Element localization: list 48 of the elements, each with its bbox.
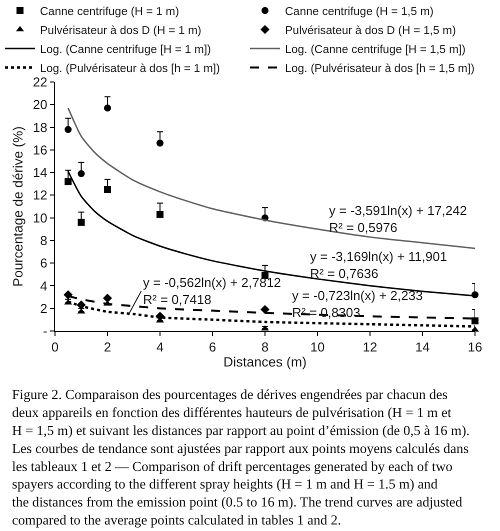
legend-label: Log. (Canne centrifuge [H = 1 m]) [40,44,212,56]
point [156,210,164,218]
legend-label: Canne centrifuge (H = 1,5 m) [285,6,434,18]
point [472,317,478,324]
annotation: y = -3,591ln(x) + 17,242 R² = 0,5976 [329,203,468,235]
x-tick-label: 0 [51,340,59,355]
point [104,186,111,194]
y-tick-label: - [43,324,48,339]
point [156,140,164,147]
x-tick-label: 6 [208,340,216,355]
legend-label: Pulvérisateur à dos D (H = 1,5 m) [285,24,456,37]
caption: Figure 2. Comparaison des pourcentages de dérives engendrées par chacun des deux appareils en fonction des différentes hauteurs de pulvérisation (H = 1 m et H = 1,5 m) et suivant les distances par rapport au point d’émission (de 0,5 à 16 m). Les courbes de tendance sont ajustées par rapport aux points moyens calculés dans les tableaux 1 et 2 — Comparison of drift percentages generated by each of two spayers according to the different spray heights (H = 1 m and H = 1.5 m) and the distances from the emission point (0.5 to 16 m). The trend curves are adjusted compared to the average points calculated in tables 1 and 2. [12,387,470,528]
x-tick-label: 12 [362,340,378,355]
legend-label: Log. (Canne centrifuge [H = 1,5 m]) [285,44,466,56]
point [64,126,72,134]
x-tick-label: 14 [415,340,430,355]
point [64,178,72,186]
legend-label: Pulvérisateur à dos D (H = 1 m) [40,24,202,37]
y-tick-label: 2 [40,300,48,316]
y-tick-label: 12 [32,188,48,203]
annotation: y = -0,562ln(x) + 2,7812 R² = 0,7418 [143,275,282,307]
legend-label: Log. (Pulvérisateur à dos [h = 1 m]) [40,62,220,75]
point [78,170,85,178]
y-tick-label: 14 [32,165,48,180]
annotation: y = -3,169ln(x) + 11,901 R² = 0,7636 [310,249,448,281]
point [102,294,112,303]
y-tick-label: 8 [40,233,48,248]
point [260,304,270,314]
legend-label: Canne centrifuge (H = 1 m) [40,6,180,18]
line-series [67,107,475,250]
y-tick-label: 4 [40,278,48,294]
y-axis-title: Pourcentage de dérive (%) [10,126,26,287]
annotation: y = -0,723ln(x) + 2,233 R² = 0,8303 [292,288,423,320]
y-tick-label: 22 [32,74,48,90]
x-tick-label: 10 [310,340,325,355]
x-tick-label: 16 [468,340,482,355]
y-tick-label: 6 [40,256,48,271]
x-tick-label: 4 [156,340,164,355]
y-tick-label: 10 [32,210,48,226]
point [104,104,111,112]
x-tick-label: 8 [261,340,269,355]
y-tick-label: 20 [32,97,48,112]
y-tick-label: 18 [32,120,48,135]
point [78,218,85,226]
x-axis-title: Distances (m) [223,354,307,370]
y-tick-label: 16 [32,142,48,158]
x-tick-label: 2 [104,340,112,355]
legend-label: Log. (Pulvérisateur à dos [h = 1,5 m]) [285,62,475,75]
